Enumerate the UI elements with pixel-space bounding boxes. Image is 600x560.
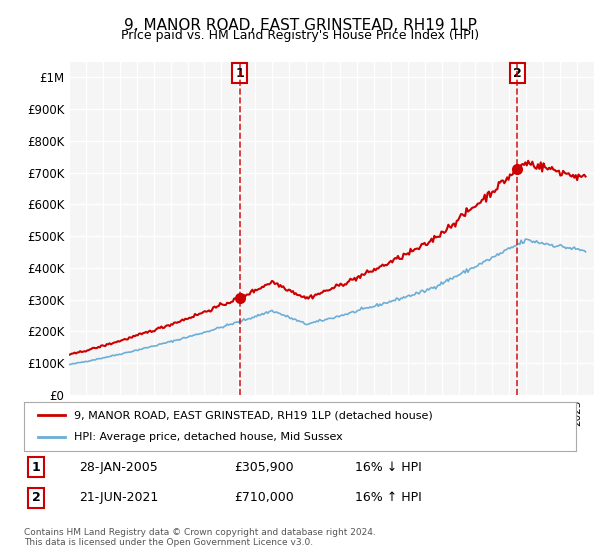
Text: 16% ↑ HPI: 16% ↑ HPI	[355, 491, 422, 504]
Text: Contains HM Land Registry data © Crown copyright and database right 2024.
This d: Contains HM Land Registry data © Crown c…	[24, 528, 376, 547]
Text: 2: 2	[32, 491, 41, 504]
Text: 1: 1	[235, 67, 244, 80]
Text: £710,000: £710,000	[234, 491, 293, 504]
Text: 9, MANOR ROAD, EAST GRINSTEAD, RH19 1LP (detached house): 9, MANOR ROAD, EAST GRINSTEAD, RH19 1LP …	[74, 410, 433, 421]
Text: 21-JUN-2021: 21-JUN-2021	[79, 491, 158, 504]
Text: 28-JAN-2005: 28-JAN-2005	[79, 461, 158, 474]
Text: 2: 2	[513, 67, 521, 80]
Text: £305,900: £305,900	[234, 461, 293, 474]
Text: Price paid vs. HM Land Registry's House Price Index (HPI): Price paid vs. HM Land Registry's House …	[121, 29, 479, 42]
Text: 16% ↓ HPI: 16% ↓ HPI	[355, 461, 422, 474]
Text: 1: 1	[32, 461, 41, 474]
Text: HPI: Average price, detached house, Mid Sussex: HPI: Average price, detached house, Mid …	[74, 432, 343, 442]
Text: 9, MANOR ROAD, EAST GRINSTEAD, RH19 1LP: 9, MANOR ROAD, EAST GRINSTEAD, RH19 1LP	[124, 18, 476, 33]
